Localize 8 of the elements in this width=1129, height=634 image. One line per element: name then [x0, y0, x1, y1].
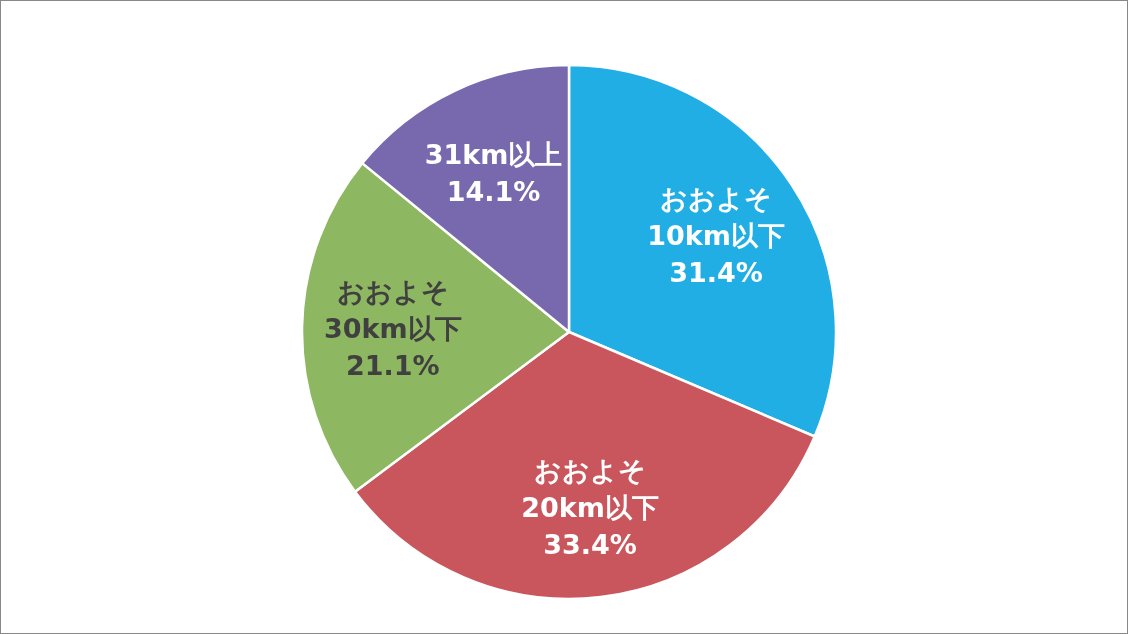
slice-label: 31km以上 — [424, 138, 563, 170]
data-label: 33.4% — [543, 528, 637, 560]
data-label: 14.1% — [446, 175, 541, 207]
slice-label: おおよそ 10km以下 — [647, 182, 785, 251]
slice-label: おおよそ 30km以下 — [323, 275, 462, 344]
data-label: 21.1% — [345, 349, 440, 381]
slice-label: おおよそ 20km以下 — [521, 454, 659, 523]
data-label: 31.4% — [669, 256, 763, 288]
